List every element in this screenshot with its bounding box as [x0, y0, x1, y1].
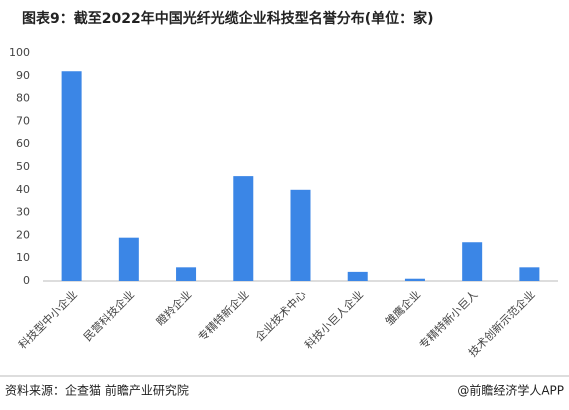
x-tick-label: 民营科技企业	[81, 287, 138, 344]
bar	[118, 237, 139, 281]
y-tick-label: 50	[16, 160, 30, 173]
brand: @前瞻经济学人APP	[457, 383, 564, 398]
x-tick-label: 专精特新企业	[195, 287, 252, 344]
x-tick-label: 企业技术中心	[252, 287, 309, 344]
y-tick-label: 80	[16, 92, 30, 105]
y-tick-label: 10	[16, 251, 30, 264]
x-tick-label: 瞪羚企业	[153, 287, 194, 328]
bar	[61, 71, 82, 282]
bar	[233, 176, 254, 281]
x-tick-label: 科技型中小企业	[16, 287, 80, 351]
chart-title: 图表9：截至2022年中国光纤光缆企业科技型名誉分布(单位：家)	[22, 10, 434, 27]
bar	[176, 267, 197, 281]
y-tick-label: 40	[16, 183, 30, 196]
bar	[290, 189, 311, 281]
x-tick-label: 雏鹰企业	[382, 287, 423, 328]
bar	[404, 278, 425, 281]
y-tick-label: 100	[9, 46, 30, 59]
x-tick-label: 专精特新小巨人	[416, 287, 480, 351]
x-tick-label: 科技小巨人企业	[302, 287, 366, 351]
y-tick-label: 60	[16, 137, 30, 150]
y-tick-label: 90	[16, 69, 30, 82]
y-tick-label: 20	[16, 228, 30, 241]
y-tick-label: 70	[16, 114, 30, 127]
y-tick-label: 0	[23, 274, 30, 287]
bar	[519, 267, 540, 281]
bar	[462, 242, 483, 281]
y-tick-label: 30	[16, 206, 30, 219]
bar	[347, 271, 368, 281]
source: 资料来源：企查猫 前瞻产业研究院	[5, 383, 189, 398]
